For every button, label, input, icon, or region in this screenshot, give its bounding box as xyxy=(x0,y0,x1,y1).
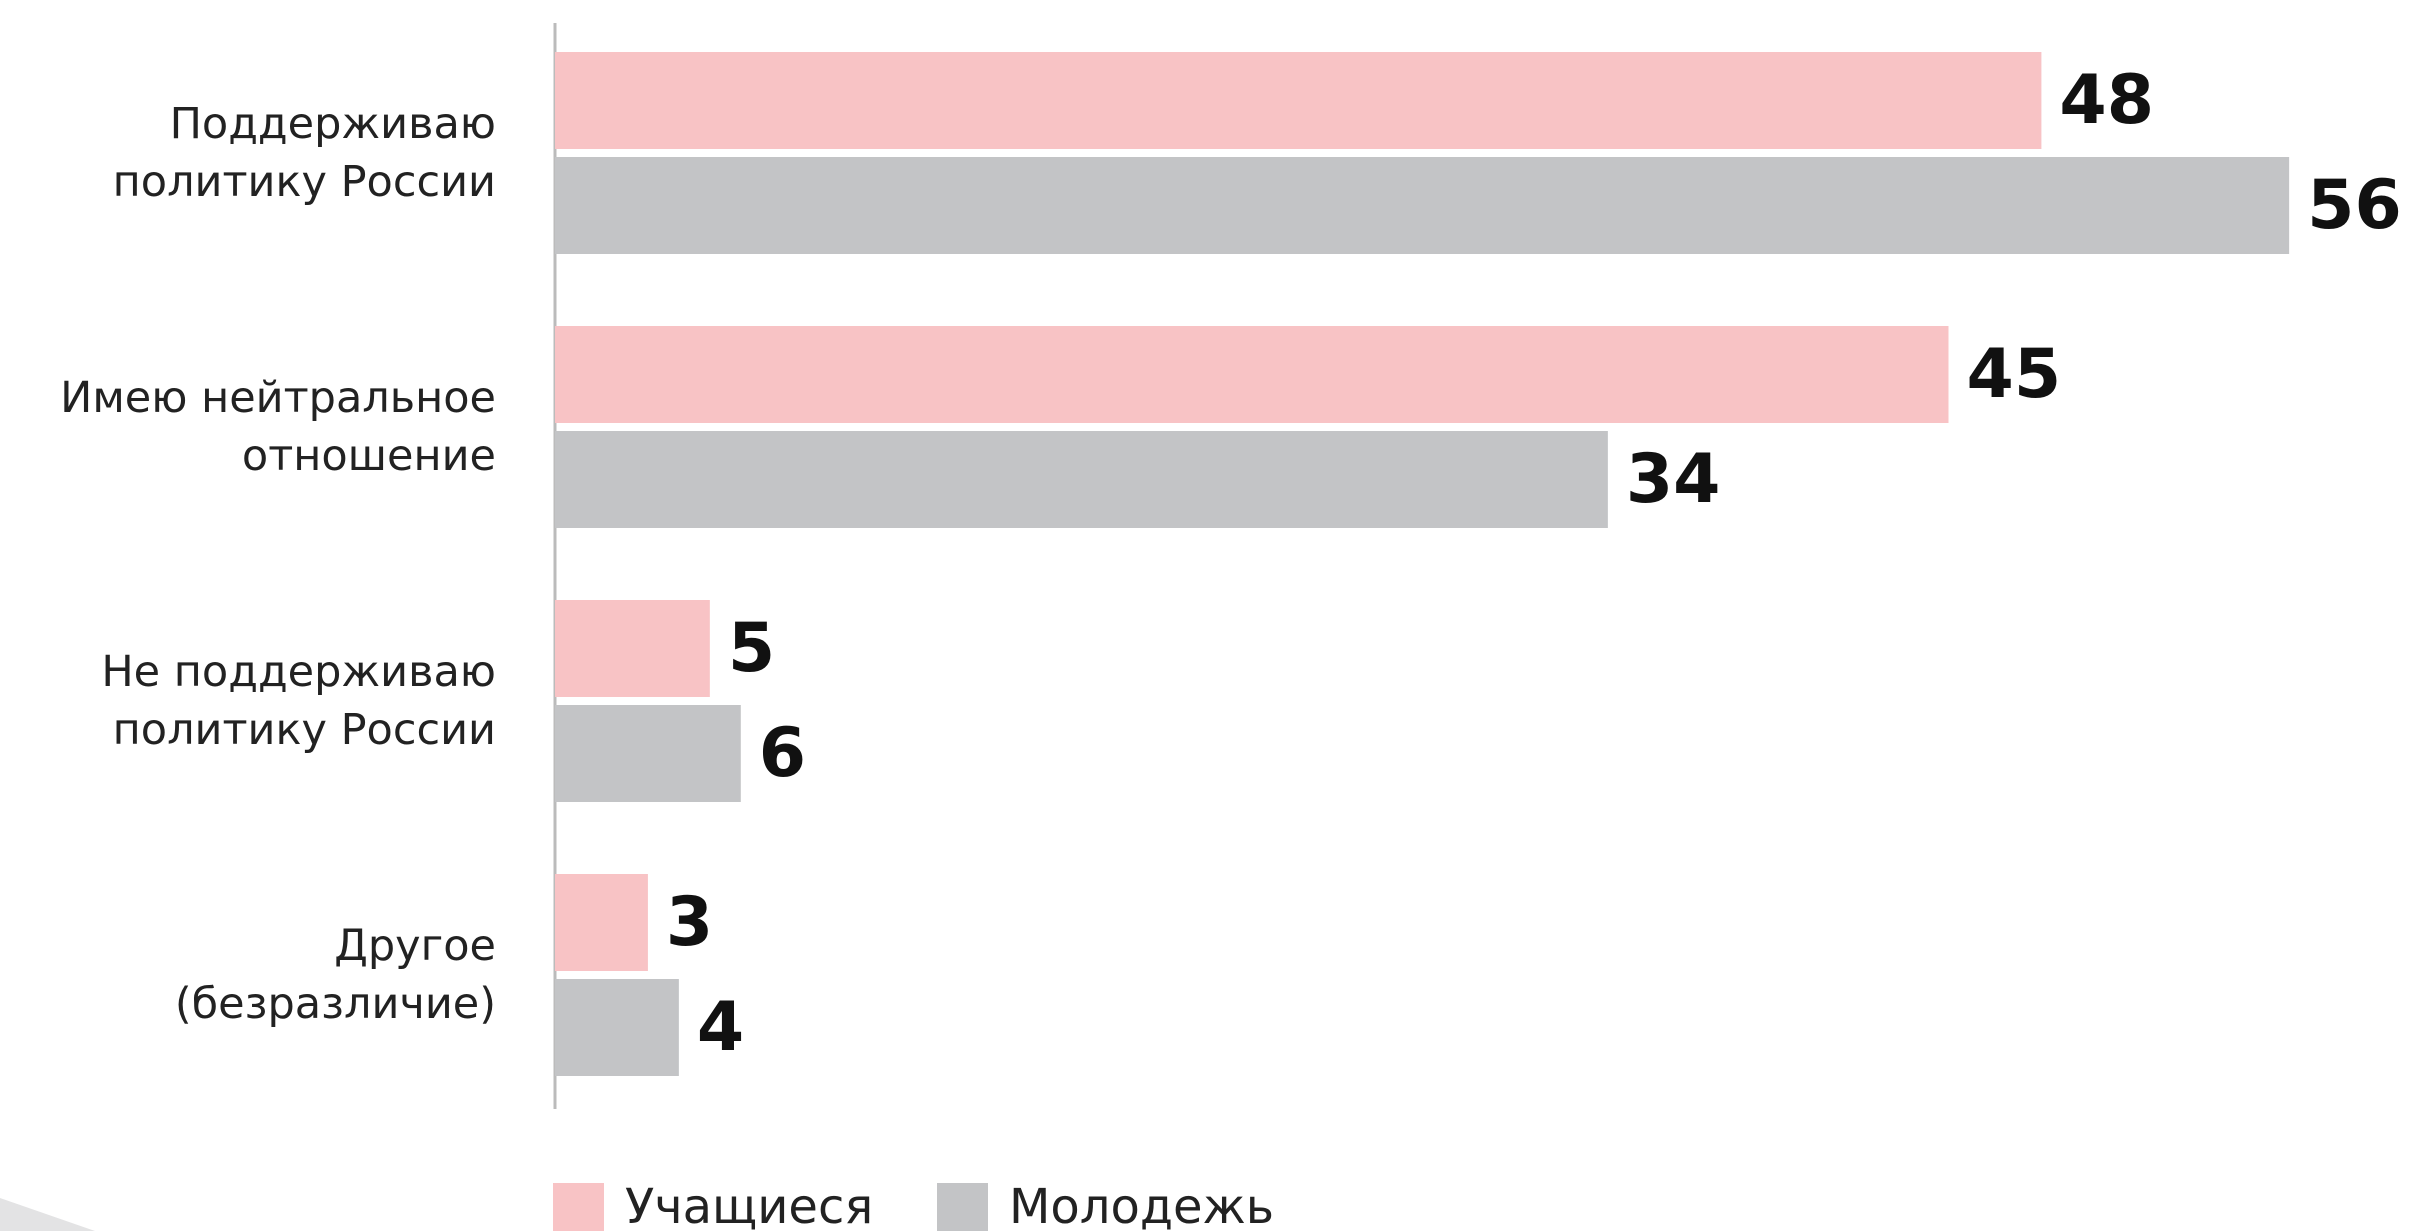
bar xyxy=(555,979,679,1076)
decoration xyxy=(0,1198,95,1231)
value-label: 3 xyxy=(666,883,713,962)
value-label: 4 xyxy=(697,988,744,1067)
bar xyxy=(555,874,648,971)
value-label: 5 xyxy=(728,609,775,688)
value-label: 45 xyxy=(1967,335,2062,414)
bar xyxy=(555,52,2042,149)
bar xyxy=(555,157,2290,254)
legend-label: Молодежь xyxy=(1009,1179,1274,1231)
bar xyxy=(555,705,741,802)
value-label: 56 xyxy=(2307,166,2402,245)
legend-swatch xyxy=(937,1183,988,1231)
category-label: Не поддерживаю политику России xyxy=(101,647,496,755)
bar xyxy=(555,431,1608,528)
category-label: Поддерживаю политику России xyxy=(112,99,496,207)
category-label: Имею нейтральное отношение xyxy=(60,373,496,481)
category-label: Другое (безразличие) xyxy=(174,921,496,1029)
bar xyxy=(555,326,1949,423)
bar xyxy=(555,600,710,697)
legend-swatch xyxy=(553,1183,604,1231)
value-label: 34 xyxy=(1626,440,1721,519)
legend-label: Учащиеся xyxy=(625,1179,873,1231)
value-label: 6 xyxy=(759,714,806,793)
value-label: 48 xyxy=(2059,61,2154,140)
